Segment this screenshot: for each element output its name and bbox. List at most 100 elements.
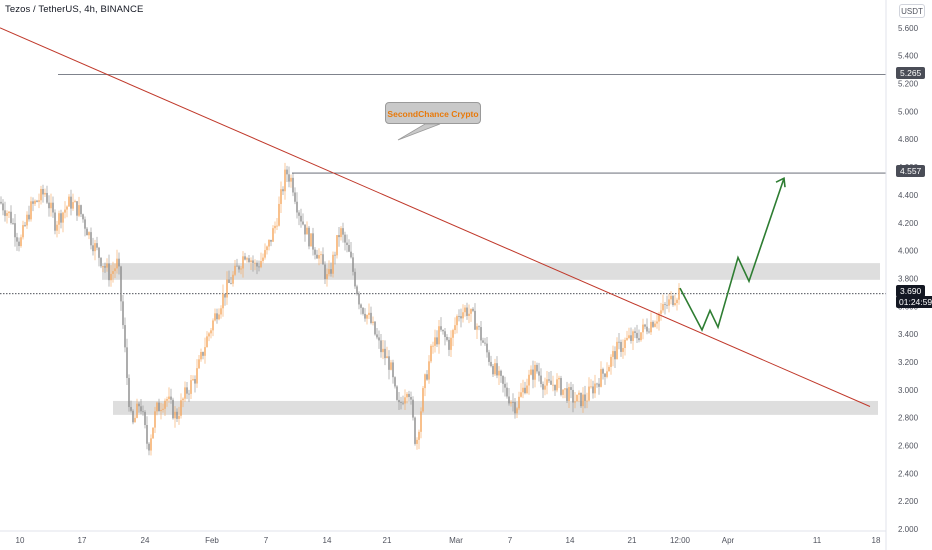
candle-body xyxy=(442,329,444,332)
candle-body xyxy=(126,347,128,378)
candle-body xyxy=(222,293,224,309)
candle-body xyxy=(508,396,510,404)
candle-body xyxy=(612,351,614,357)
x-tick-label: 21 xyxy=(383,536,392,545)
candle-body xyxy=(64,209,66,213)
x-tick-label: 17 xyxy=(78,536,87,545)
candle-body xyxy=(662,304,664,311)
candle-body xyxy=(352,257,354,272)
price-axis[interactable]: 2.000 2.200 2.400 2.600 2.800 3.000 3.200 3.400… xyxy=(885,0,919,550)
candle-body xyxy=(296,201,298,213)
candle-body xyxy=(142,411,144,413)
y-tick-label: 4.000 xyxy=(898,247,919,256)
candle-body xyxy=(282,189,284,192)
candle-body xyxy=(398,399,400,403)
candle-body xyxy=(482,340,484,343)
candle-body xyxy=(306,227,308,235)
candle-body xyxy=(522,387,524,393)
candle-body xyxy=(168,396,170,399)
y-tick-label: 5.200 xyxy=(898,80,919,89)
candle-body xyxy=(486,343,488,353)
candle-body xyxy=(308,227,310,247)
candle-body xyxy=(36,200,38,202)
candle-body xyxy=(220,308,222,315)
candle-body xyxy=(602,369,604,374)
candle-body xyxy=(98,247,100,258)
candle-body xyxy=(512,402,514,403)
candle-body xyxy=(558,378,560,380)
candle-body xyxy=(342,228,344,235)
candle-body xyxy=(152,427,154,439)
candle-body xyxy=(490,361,492,367)
candle-body xyxy=(56,224,58,231)
candle-body xyxy=(6,213,8,216)
author-callout: SecondChance Crypto xyxy=(385,102,481,124)
candle-body xyxy=(460,316,462,319)
candle-body xyxy=(174,411,176,419)
candle-body xyxy=(224,293,226,298)
candle-body xyxy=(638,338,640,341)
candle-body xyxy=(320,254,322,256)
candle-body xyxy=(312,233,314,250)
candle-body xyxy=(190,380,192,394)
x-tick-label: Feb xyxy=(205,536,219,545)
candle-body xyxy=(256,262,258,267)
candle-body xyxy=(528,374,530,386)
candle-body xyxy=(176,411,178,419)
candle-body xyxy=(518,396,520,409)
candle-body xyxy=(668,299,670,306)
candle-body xyxy=(304,224,306,235)
candle-body xyxy=(54,212,56,231)
candle-body xyxy=(396,386,398,400)
candle-body xyxy=(444,331,446,337)
x-tick-label: 7 xyxy=(508,536,513,545)
candle-body xyxy=(86,228,88,236)
candle-body xyxy=(182,398,184,401)
candle-body xyxy=(8,211,10,214)
candlestick-series xyxy=(0,162,680,456)
candle-body xyxy=(386,356,388,359)
candle-body xyxy=(278,203,280,226)
x-tick-label: 12:00 xyxy=(670,536,691,545)
candle-body xyxy=(82,214,84,220)
candle-body xyxy=(330,269,332,274)
candle-body xyxy=(262,257,264,262)
chart-title: Tezos / TetherUS, 4h, BINANCE xyxy=(5,4,144,15)
candle-body xyxy=(318,255,320,259)
candle-body xyxy=(436,337,438,345)
candle-body xyxy=(464,307,466,313)
projection-line xyxy=(679,177,785,332)
candle-body xyxy=(186,387,188,394)
candle-body xyxy=(570,387,572,390)
candle-body xyxy=(302,221,304,225)
candle-body xyxy=(34,200,36,204)
candle-body xyxy=(234,265,236,275)
candle-body xyxy=(642,324,644,333)
candle-body xyxy=(236,265,238,267)
candle-body xyxy=(480,327,482,341)
candle-body xyxy=(124,325,126,348)
candle-body xyxy=(300,215,302,222)
price-zone xyxy=(102,263,880,280)
candle-body xyxy=(80,205,82,215)
currency-badge[interactable]: USDT xyxy=(899,4,925,18)
time-axis[interactable]: 10 17 24 Feb 7 14 21 Mar 7 14 21 12:00 Apr 11 18 xyxy=(0,530,886,545)
candle-body xyxy=(440,326,442,330)
candle-body xyxy=(90,232,92,246)
candle-body xyxy=(130,407,132,411)
candle-body xyxy=(620,341,622,352)
candle-body xyxy=(310,233,312,247)
candle-body xyxy=(554,384,556,391)
candle-body xyxy=(630,335,632,341)
projection-path xyxy=(679,176,786,332)
candle-body xyxy=(2,203,4,211)
candle-body xyxy=(596,383,598,385)
candle-body xyxy=(424,374,426,389)
candle-body xyxy=(526,385,528,394)
candle-body xyxy=(136,403,138,418)
candle-body xyxy=(326,274,328,280)
candle-body xyxy=(206,336,208,348)
candle-body xyxy=(284,169,286,192)
candle-body xyxy=(676,299,678,304)
